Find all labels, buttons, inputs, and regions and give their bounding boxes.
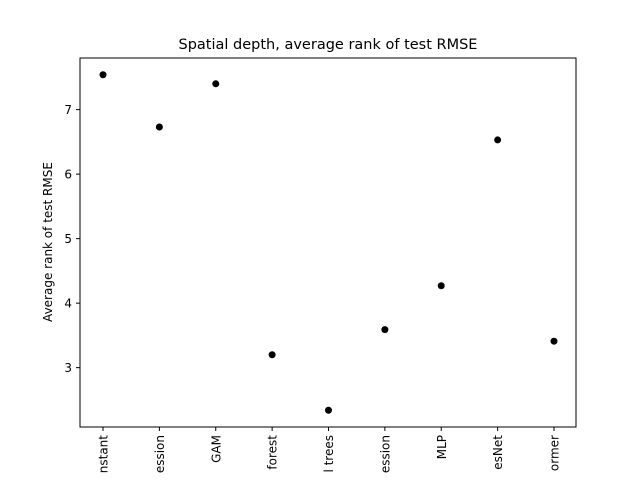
x-tick-label: ession xyxy=(153,435,167,473)
x-tick-label: MLP xyxy=(435,435,449,459)
x-tick-label: l trees xyxy=(322,435,336,473)
y-axis-ticks: 3 4 5 6 7 xyxy=(64,103,80,375)
y-tick-label: 3 xyxy=(64,361,72,375)
data-point xyxy=(550,337,558,345)
y-tick-label: 7 xyxy=(64,103,72,117)
x-tick-label: nstant xyxy=(97,435,111,474)
data-point xyxy=(381,326,389,334)
data-point xyxy=(268,351,276,359)
data-points xyxy=(99,71,558,414)
y-tick-label: 5 xyxy=(64,232,72,246)
x-tick-label: ession xyxy=(378,435,392,473)
data-point xyxy=(325,406,332,414)
data-point xyxy=(437,282,445,290)
x-tick-label: esNet xyxy=(491,435,505,470)
y-tick-label: 6 xyxy=(64,168,72,182)
y-axis-label: Average rank of test RMSE xyxy=(41,162,55,322)
x-tick-label: GAM xyxy=(209,435,223,463)
x-axis-ticks: nstant ession GAM forest l trees ession MLP esN… xyxy=(97,427,562,473)
y-tick-label: 4 xyxy=(64,297,72,311)
data-point xyxy=(494,136,502,144)
data-point xyxy=(99,71,107,79)
chart-title: Spatial depth, average rank of test RMSE xyxy=(179,37,478,53)
data-point xyxy=(212,80,220,88)
x-tick-label: ormer xyxy=(548,435,562,471)
x-tick-label: forest xyxy=(266,435,280,470)
data-point xyxy=(155,123,163,131)
